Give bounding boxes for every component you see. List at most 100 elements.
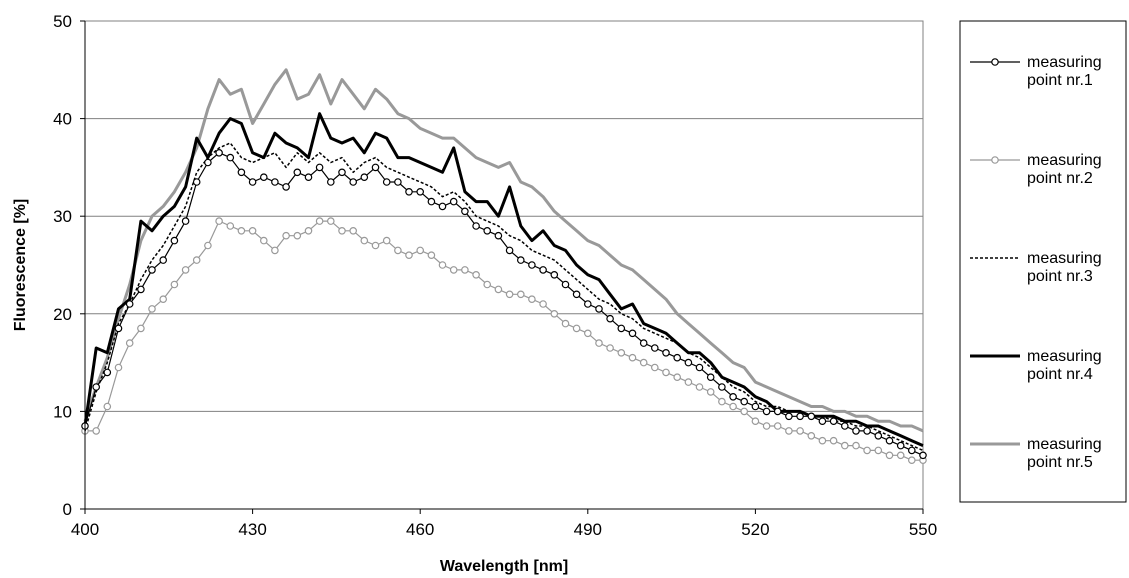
series-line xyxy=(84,142,924,452)
data-point xyxy=(371,163,380,172)
data-point xyxy=(874,446,883,455)
data-point xyxy=(259,236,268,245)
data-point xyxy=(226,153,235,162)
data-point xyxy=(628,329,637,338)
data-point xyxy=(684,378,693,386)
data-point xyxy=(338,227,346,235)
data-point xyxy=(349,227,358,235)
data-point xyxy=(885,436,894,445)
data-point xyxy=(382,178,391,186)
data-point xyxy=(271,246,279,255)
data-point xyxy=(170,280,179,289)
data-point xyxy=(472,222,480,230)
plot-area xyxy=(84,20,924,510)
data-point xyxy=(695,383,704,391)
data-point xyxy=(852,427,860,435)
data-point xyxy=(718,397,726,406)
data-point xyxy=(550,309,559,318)
legend-label: measuring point nr.2 xyxy=(1027,152,1102,187)
data-point xyxy=(773,422,782,430)
data-point xyxy=(840,422,849,430)
legend-entry-5: measuring point nr.5 xyxy=(970,436,1102,471)
data-point xyxy=(92,427,101,435)
data-point xyxy=(583,329,592,338)
data-point xyxy=(628,353,637,362)
data-point xyxy=(673,373,682,382)
data-point xyxy=(483,227,492,235)
data-point xyxy=(785,427,793,435)
x-tick-label: 550 xyxy=(909,520,937,539)
series-line xyxy=(85,220,923,461)
data-point xyxy=(818,417,827,426)
data-point xyxy=(852,441,860,450)
data-point xyxy=(181,266,190,274)
data-point xyxy=(751,402,760,411)
data-point xyxy=(896,451,905,460)
data-point xyxy=(874,431,883,440)
data-point xyxy=(371,241,380,250)
data-point xyxy=(863,427,871,435)
data-point xyxy=(684,358,693,367)
data-point xyxy=(729,402,737,411)
data-point xyxy=(762,422,771,430)
data-point xyxy=(326,217,335,225)
data-point xyxy=(349,178,358,186)
data-point xyxy=(315,217,324,225)
data-point xyxy=(148,305,156,313)
data-point xyxy=(606,314,614,323)
legend-label: measuring point nr.5 xyxy=(1027,436,1102,471)
data-point xyxy=(237,227,246,235)
data-point xyxy=(617,348,626,357)
data-point xyxy=(662,348,670,357)
data-point xyxy=(204,241,212,250)
series-4 xyxy=(83,112,924,447)
data-point xyxy=(818,436,827,445)
data-point xyxy=(796,427,804,435)
x-axis-title: Wavelength [nm] xyxy=(440,558,568,575)
series-line xyxy=(83,112,924,447)
data-point xyxy=(539,300,547,308)
data-point xyxy=(606,344,614,352)
data-point xyxy=(673,353,682,362)
data-point xyxy=(863,446,871,455)
data-point xyxy=(740,407,749,416)
y-tick-label: 10 xyxy=(53,402,72,421)
legend-entry-1: measuring point nr.1 xyxy=(970,54,1102,89)
data-point xyxy=(650,363,659,372)
x-tick-label: 490 xyxy=(574,520,602,539)
data-point xyxy=(706,373,715,382)
data-point xyxy=(282,183,290,191)
data-point xyxy=(405,251,413,260)
data-point xyxy=(271,178,279,186)
data-point xyxy=(595,305,603,313)
data-point xyxy=(282,231,290,240)
data-point xyxy=(394,246,402,255)
data-point xyxy=(215,149,223,157)
data-point xyxy=(907,456,916,465)
data-point xyxy=(706,388,715,396)
data-point xyxy=(572,324,581,333)
legend-entry-3: measuring point nr.3 xyxy=(970,250,1102,285)
data-point xyxy=(159,295,168,304)
data-point xyxy=(170,236,179,245)
data-point xyxy=(137,285,145,294)
data-point xyxy=(472,270,480,279)
data-point xyxy=(539,266,547,274)
x-tick-label: 400 xyxy=(71,520,99,539)
data-point xyxy=(639,339,648,347)
data-point xyxy=(125,339,134,347)
data-point xyxy=(248,178,257,186)
data-point xyxy=(360,173,369,182)
data-point xyxy=(751,417,760,426)
data-point xyxy=(528,295,536,304)
legend-label: measuring point nr.1 xyxy=(1027,54,1102,89)
data-point xyxy=(293,168,302,177)
data-point xyxy=(293,231,302,240)
series-3 xyxy=(84,142,924,452)
legend-entry-4: measuring point nr.4 xyxy=(970,348,1102,383)
data-point xyxy=(159,256,168,264)
data-point xyxy=(572,290,581,299)
data-point xyxy=(907,446,916,455)
data-point xyxy=(885,451,894,460)
data-point xyxy=(773,407,782,416)
